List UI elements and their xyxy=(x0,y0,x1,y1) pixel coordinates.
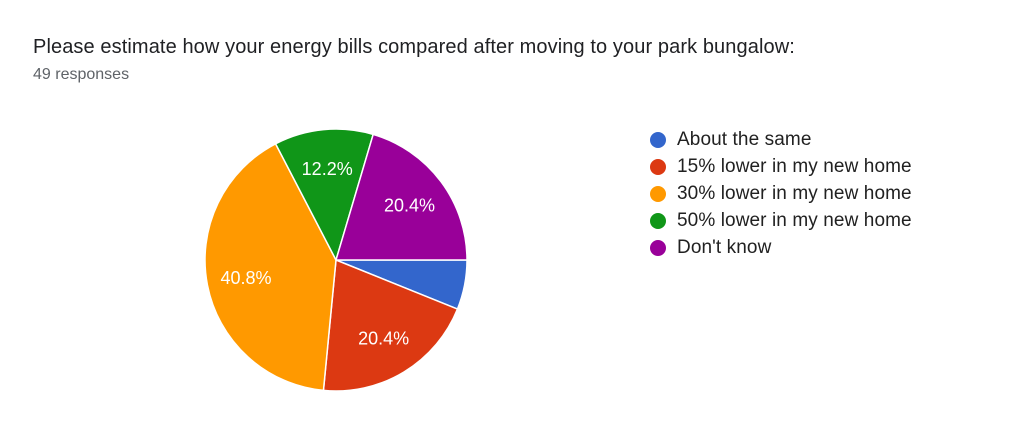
legend-label: 15% lower in my new home xyxy=(677,155,912,177)
legend-item: 15% lower in my new home xyxy=(650,153,912,180)
pie-slice-2[interactable] xyxy=(204,143,337,392)
pie-slice-label: 12.2% xyxy=(302,159,353,179)
legend-color-dot xyxy=(650,212,666,229)
legend: About the same 15% lower in my new home … xyxy=(650,126,912,261)
legend-label: 50% lower in my new home xyxy=(677,209,912,231)
legend-item: About the same xyxy=(650,126,912,153)
legend-label: 30% lower in my new home xyxy=(677,182,912,204)
responses-count: 49 responses xyxy=(33,66,130,83)
legend-item: 50% lower in my new home xyxy=(650,207,912,234)
legend-color-dot xyxy=(650,158,666,175)
pie-slice-label: 40.8% xyxy=(220,268,271,288)
legend-color-dot xyxy=(650,185,666,202)
legend-color-dot xyxy=(650,131,666,148)
legend-item: Don't know xyxy=(650,234,912,261)
pie-slice-3[interactable] xyxy=(274,128,374,261)
pie-slice-label: 20.4% xyxy=(384,195,435,215)
question-title: Please estimate how your energy bills co… xyxy=(33,36,795,58)
pie-chart: 20.4% 40.8% 12.2% 20.4% xyxy=(204,128,468,392)
pie-slice-1[interactable] xyxy=(322,259,459,392)
legend-item: 30% lower in my new home xyxy=(650,180,912,207)
legend-label: About the same xyxy=(677,128,812,150)
legend-label: Don't know xyxy=(677,236,772,258)
legend-color-dot xyxy=(650,239,666,256)
pie-slice-label: 20.4% xyxy=(358,329,409,349)
pie-slice-4[interactable] xyxy=(335,133,468,261)
